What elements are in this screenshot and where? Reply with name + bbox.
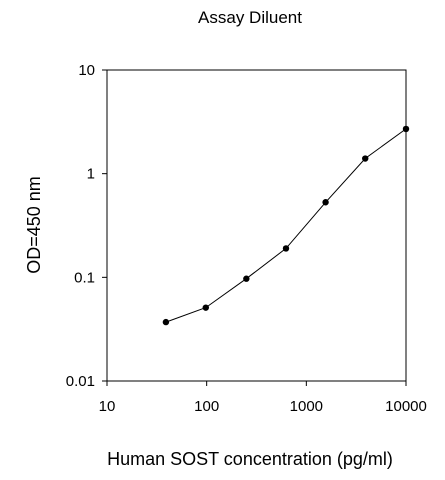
data-point <box>243 275 250 282</box>
y-axis-title: OD=450 nm <box>24 176 44 274</box>
data-point <box>322 199 329 206</box>
y-tick-label: 0.1 <box>74 269 95 286</box>
y-tick-label: 1 <box>87 166 95 183</box>
x-tick-label: 1000 <box>290 398 323 415</box>
y-tick-label: 0.01 <box>66 373 95 390</box>
x-axis-title: Human SOST concentration (pg/ml) <box>107 449 393 469</box>
data-point <box>162 318 170 326</box>
data-point <box>282 245 290 252</box>
chart-title: Assay Diluent <box>198 8 302 27</box>
plot-frame <box>106 69 407 382</box>
x-tick-label: 10000 <box>385 398 427 415</box>
x-tick-label: 100 <box>194 398 219 415</box>
y-axis: 0.01 0.1 1 10 <box>66 62 107 390</box>
x-tick-label: 10 <box>99 398 116 415</box>
series-line <box>165 128 407 323</box>
data-point <box>202 304 209 311</box>
data-point <box>402 125 410 133</box>
data-point <box>362 155 369 162</box>
y-tick-label: 10 <box>78 62 95 79</box>
data-series <box>162 125 410 326</box>
x-axis: 10 100 1000 10000 <box>99 381 427 415</box>
